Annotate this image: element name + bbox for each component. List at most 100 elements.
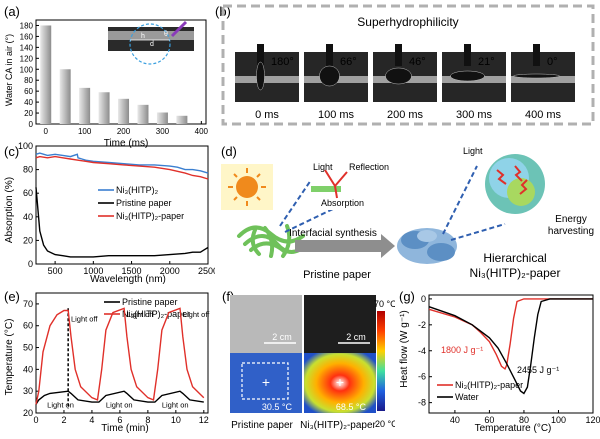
bar-a-3 xyxy=(98,92,110,124)
ytick-label-c-80: 80 xyxy=(23,165,33,175)
interfacial-synthesis-label: Interfacial synthesis xyxy=(289,228,377,239)
bar-a-4 xyxy=(118,98,130,124)
ytick-label-c-40: 40 xyxy=(23,212,33,222)
xtick-label-e-6: 6 xyxy=(117,415,122,425)
inset-r: r xyxy=(158,51,161,58)
xlabel-c: Wavelength (nm) xyxy=(90,274,166,285)
caption-coated: Ni₃(HITP)₂-paper xyxy=(300,420,376,431)
frame-2: 46° 200 ms xyxy=(373,44,437,121)
ytick-label-e-50: 50 xyxy=(23,343,33,353)
panel-c: (c) Absorption (%) Wavelength (nm) Ni₃(H… xyxy=(0,141,218,285)
ytick-label-a-0: 0 xyxy=(29,120,34,129)
temp-1: 30.5 °C xyxy=(262,402,293,412)
light-label-2: Light xyxy=(463,146,483,156)
legend-e-1: Pristine paper xyxy=(122,297,178,307)
light-off-label-2: Light off xyxy=(183,310,210,319)
ytick-label-a-80: 80 xyxy=(24,76,33,85)
xtick-label-e-8: 8 xyxy=(145,415,150,425)
ytick-label-a-160: 160 xyxy=(20,32,34,41)
ytick-label-a-140: 140 xyxy=(20,43,34,52)
ytick-label-e-40: 40 xyxy=(23,364,33,374)
frame-time-3: 300 ms xyxy=(456,109,493,121)
legend-e-2: Ni₃(HITP)₂-paper xyxy=(122,309,190,319)
xtick-label-a-200: 200 xyxy=(117,127,131,136)
xtick-label-g-40: 40 xyxy=(450,415,460,425)
chart-a: (a) Water CA in air (°) Time (ms) h d r … xyxy=(4,4,209,149)
ytick-label-a-40: 40 xyxy=(24,98,33,107)
series-c-0 xyxy=(35,152,209,174)
frame-angle-0: 180° xyxy=(271,56,294,68)
xtick-label-e-2: 2 xyxy=(61,415,66,425)
xlabel-g: Temperature (°C) xyxy=(475,423,552,434)
frame-3: 21° 300 ms xyxy=(442,44,506,121)
panel-label-d: (d) xyxy=(221,144,237,159)
bar-a-5 xyxy=(137,104,149,124)
bar-a-2 xyxy=(79,87,91,124)
panel-label-c: (c) xyxy=(4,144,19,159)
light-off-label-0: Light off xyxy=(71,314,98,323)
ytick-label-g--6: -6 xyxy=(418,372,426,382)
xtick-label-a-100: 100 xyxy=(78,127,92,136)
panel-a: (a) Water CA in air (°) Time (ms) h d r … xyxy=(0,0,210,150)
xtick-label-a-0: 0 xyxy=(43,127,48,136)
panel-label-a: (a) xyxy=(4,4,20,19)
frame-time-0: 0 ms xyxy=(255,109,279,121)
annotation-2455: 2455 J g⁻¹ xyxy=(517,365,559,375)
frame-time-1: 100 ms xyxy=(318,109,355,121)
xtick-label-e-10: 10 xyxy=(171,415,181,425)
xtick-label-g-100: 100 xyxy=(551,415,566,425)
cbar-max: 70 °C xyxy=(374,299,395,309)
ytick-label-c-0: 0 xyxy=(28,259,33,269)
light-off-label-1: Light off xyxy=(127,310,154,319)
ylabel-c: Absorption (%) xyxy=(4,177,15,243)
pristine-paper-photo: 2 cm xyxy=(230,295,302,353)
ytick-label-a-180: 180 xyxy=(20,21,34,30)
ylabel-a: Water CA in air (°) xyxy=(4,34,14,106)
series-g-0 xyxy=(428,298,593,370)
legend-g-2: Water xyxy=(455,392,479,402)
frame-angle-3: 21° xyxy=(478,56,495,68)
coated-fiber-illustration xyxy=(397,228,457,264)
svg-text:+: + xyxy=(336,374,344,390)
bar-a-1 xyxy=(59,69,71,124)
svg-text:+: + xyxy=(262,374,270,390)
coated-paper-label: Ni₃(HITP)₂-paper xyxy=(470,266,561,280)
xtick-label-g-60: 60 xyxy=(484,415,494,425)
bar-a-0 xyxy=(40,25,52,124)
series-c-1 xyxy=(35,187,209,258)
ytick-label-a-100: 100 xyxy=(20,65,34,74)
chart-g: (g) Heat flow (W g⁻¹) Temperature (°C) 1… xyxy=(399,289,600,434)
caption-pristine: Pristine paper xyxy=(231,420,293,431)
reflection-label: Reflection xyxy=(349,162,389,172)
frame-time-2: 200 ms xyxy=(387,109,424,121)
xtick-label-c-1500: 1500 xyxy=(122,266,142,276)
annotation-1800: 1800 J g⁻¹ xyxy=(441,345,483,355)
droplet-inset: h d r θ xyxy=(108,20,194,65)
ytick-label-g--8: -8 xyxy=(418,398,426,408)
scale-bar-1: 2 cm xyxy=(272,332,292,342)
pristine-paper-label: Pristine paper xyxy=(303,269,371,281)
series-e-0 xyxy=(35,390,204,405)
scale-bar-2: 2 cm xyxy=(346,332,366,342)
inset-theta: θ xyxy=(164,31,168,38)
chart-e: (e) Temperature (°C) Time (min) Pristine… xyxy=(4,289,210,434)
series-g-1 xyxy=(428,298,593,395)
bar-a-6 xyxy=(156,112,168,124)
xtick-label-e-4: 4 xyxy=(89,415,94,425)
frame-4: 0° 400 ms xyxy=(511,44,575,121)
ytick-label-e-30: 30 xyxy=(23,386,33,396)
panel-d: (d) Light Reflection Absorption xyxy=(215,140,600,285)
sun-icon xyxy=(221,164,273,210)
xtick-label-a-300: 300 xyxy=(156,127,170,136)
ylabel-e: Temperature (°C) xyxy=(4,319,15,396)
frame-angle-1: 66° xyxy=(340,56,357,68)
axes-frame-g xyxy=(428,294,594,414)
legend-c-2: Pristine paper xyxy=(116,198,172,208)
ytick-label-c-60: 60 xyxy=(23,188,33,198)
legend-g: Ni₃(HITP)₂-paper Water xyxy=(437,380,523,402)
temp-2: 68.5 °C xyxy=(336,402,367,412)
xtick-label-c-2000: 2000 xyxy=(160,266,180,276)
xtick-label-c-1000: 1000 xyxy=(83,266,103,276)
